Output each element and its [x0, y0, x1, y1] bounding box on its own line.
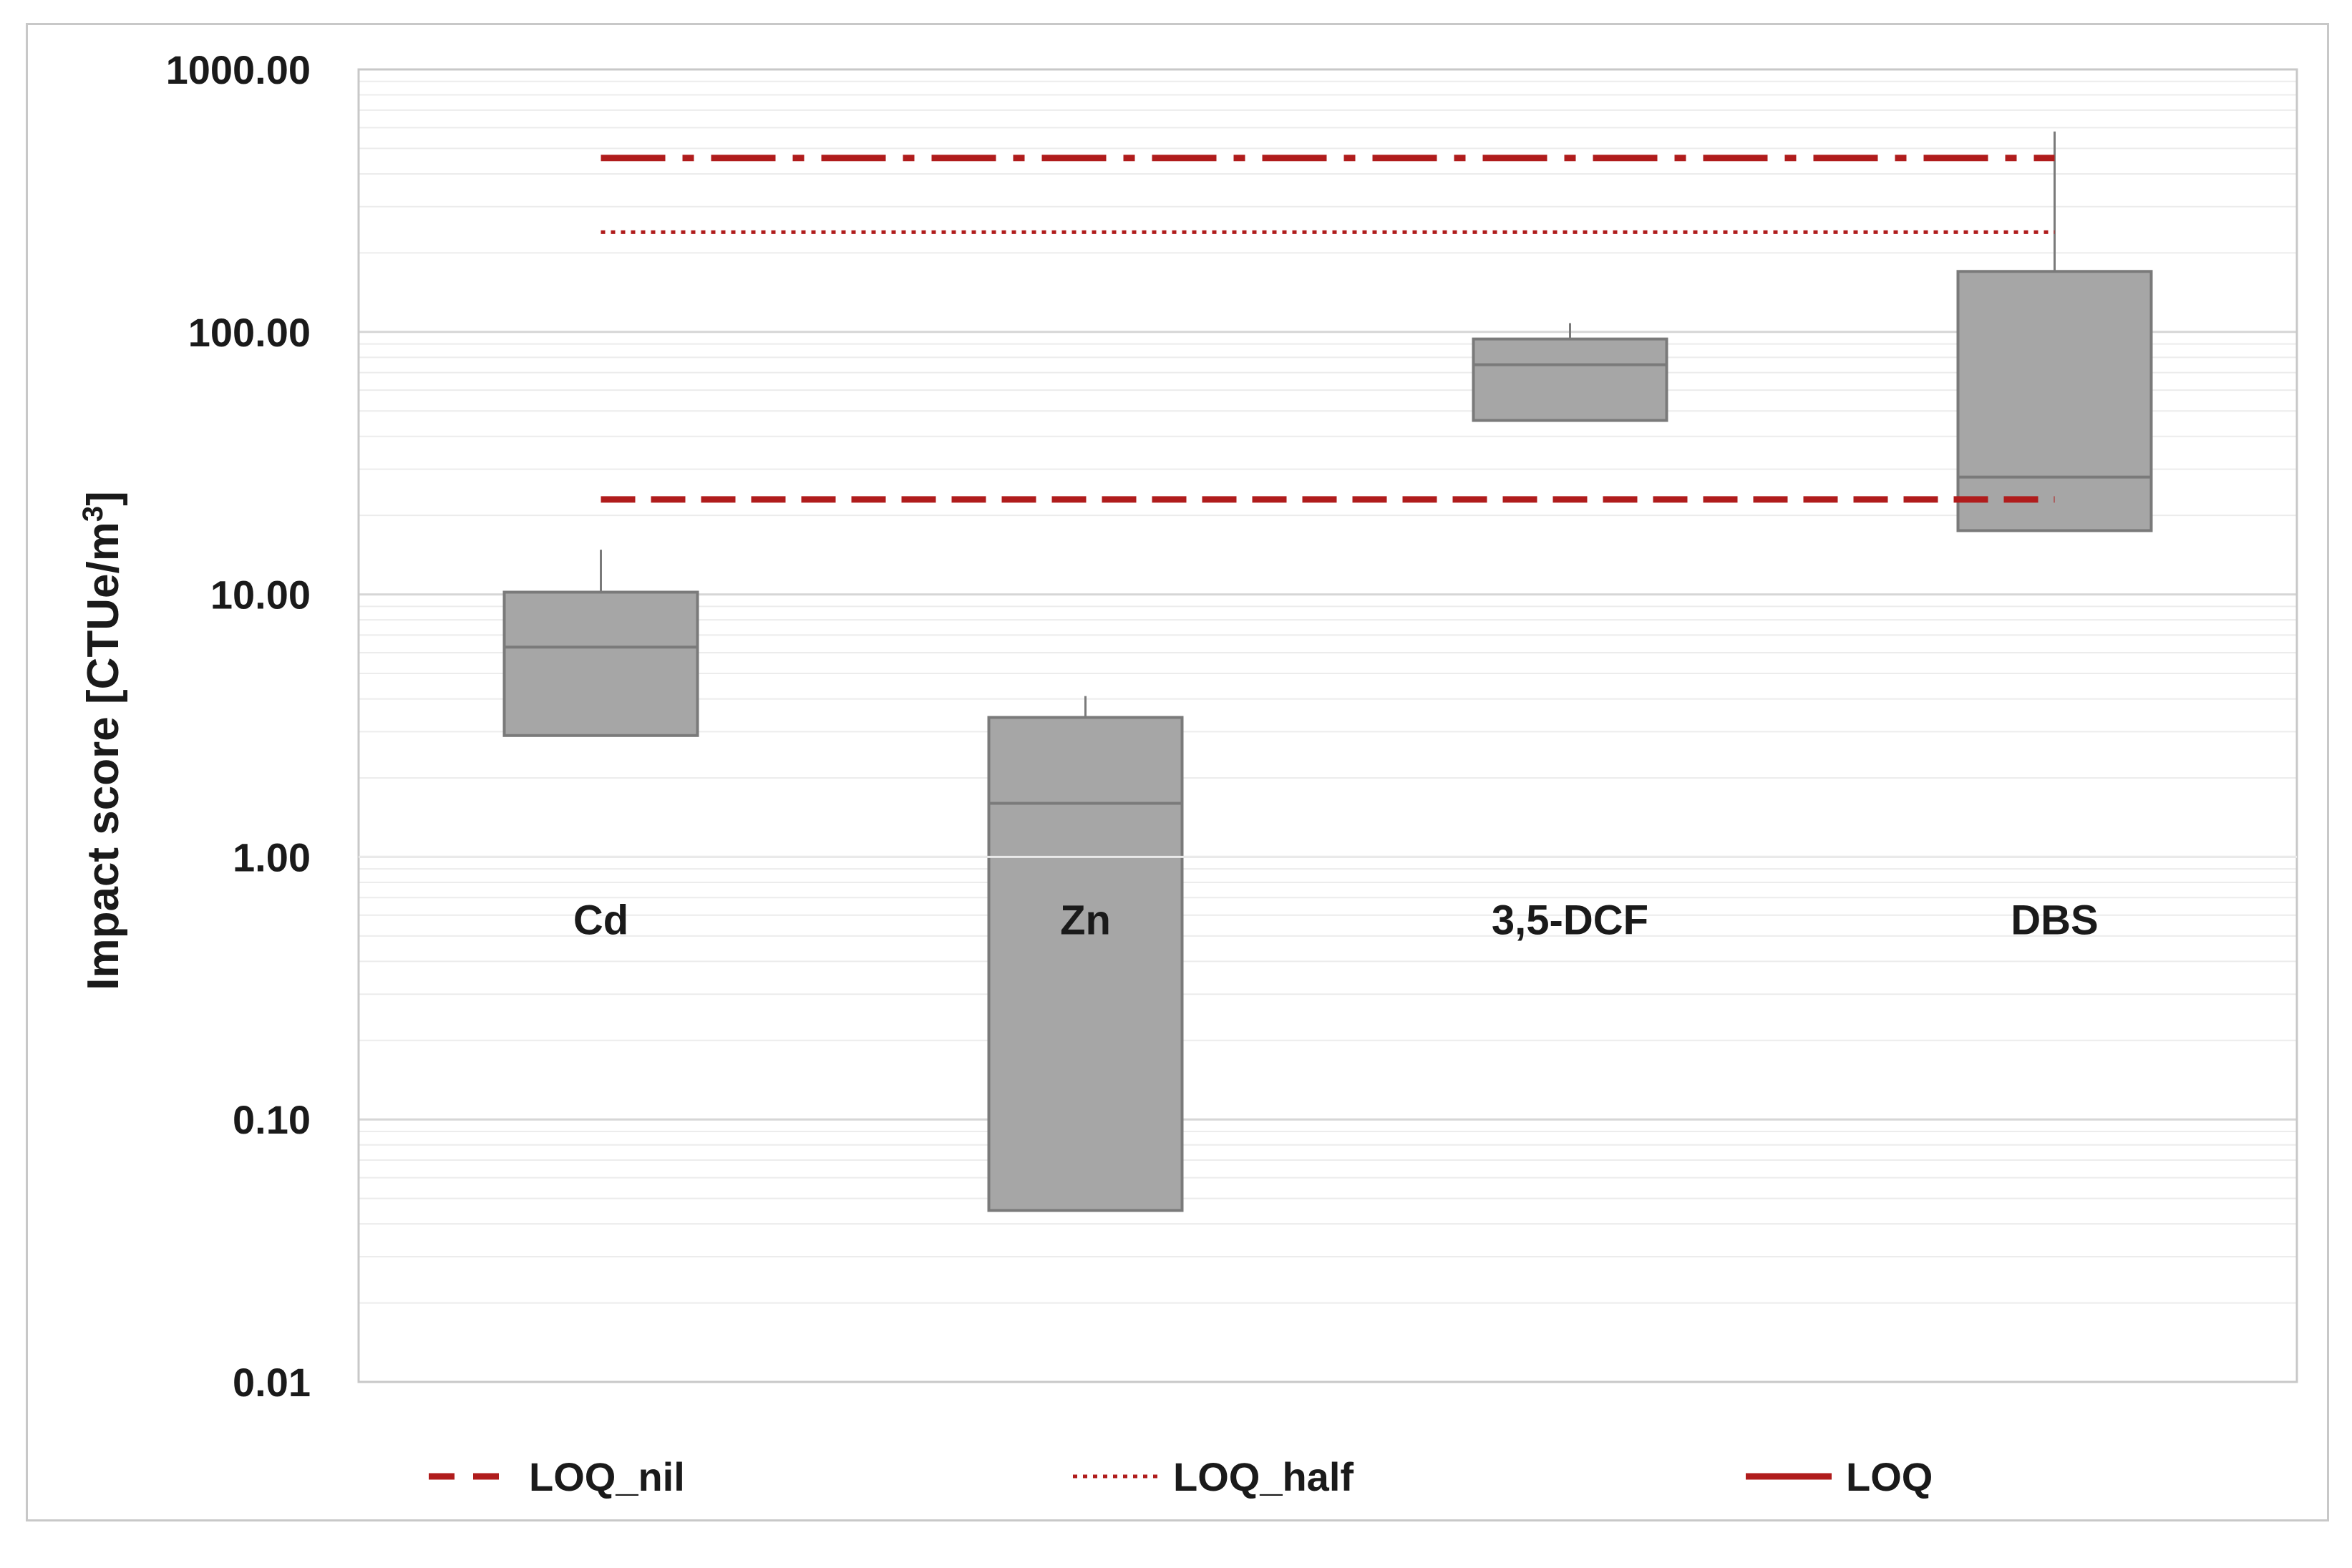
category-label: 3,5-DCF [1492, 897, 1648, 943]
plot-area [357, 68, 2298, 1383]
category-label: Cd [573, 897, 628, 943]
legend-label: LOQ_half [1173, 1454, 1354, 1499]
y-tick-labels: 0.01 0.10 1.00 10.00 100.00 1000.00 [166, 47, 311, 1405]
box-dbs [1956, 131, 2153, 532]
y-axis-label: Impact score [CTUe/m3] [77, 491, 128, 990]
category-label: DBS [2011, 897, 2098, 943]
box-zn [987, 696, 1184, 1212]
box-cd [502, 550, 699, 737]
category-labels: Cd Zn 3,5-DCF DBS [573, 897, 2099, 943]
legend: LOQ_nil LOQ_half LOQ [429, 1454, 1933, 1499]
category-label: Zn [1060, 897, 1111, 943]
box-body [1472, 337, 1668, 422]
minor-grid [359, 80, 2297, 1304]
y-tick-label: 10.00 [210, 573, 311, 618]
box-body [1956, 270, 2153, 532]
legend-label: LOQ [1846, 1454, 1933, 1499]
y-tick-label: 100.00 [188, 310, 311, 355]
legend-label: LOQ_nil [529, 1454, 685, 1499]
box-body [502, 590, 699, 737]
legend-item-loq-half: LOQ_half [1073, 1454, 1354, 1499]
reference-lines [601, 155, 2055, 503]
y-tick-label: 1.00 [233, 834, 311, 880]
boxes [359, 131, 2297, 1212]
y-tick-label: 1000.00 [166, 47, 311, 92]
box-body [987, 716, 1184, 1212]
box-3-5-dcf [1472, 323, 1668, 422]
legend-item-loq: LOQ [1746, 1454, 1933, 1499]
chart-frame: 0.01 0.10 1.00 10.00 100.00 1000.00 Cd Zn 3,5-D… [26, 23, 2329, 1521]
y-tick-label: 0.10 [233, 1097, 311, 1142]
box-plot-chart: 0.01 0.10 1.00 10.00 100.00 1000.00 Cd Zn 3,5-D… [77, 47, 2298, 1499]
y-tick-label: 0.01 [233, 1360, 311, 1405]
legend-item-loq-nil: LOQ_nil [429, 1454, 685, 1499]
